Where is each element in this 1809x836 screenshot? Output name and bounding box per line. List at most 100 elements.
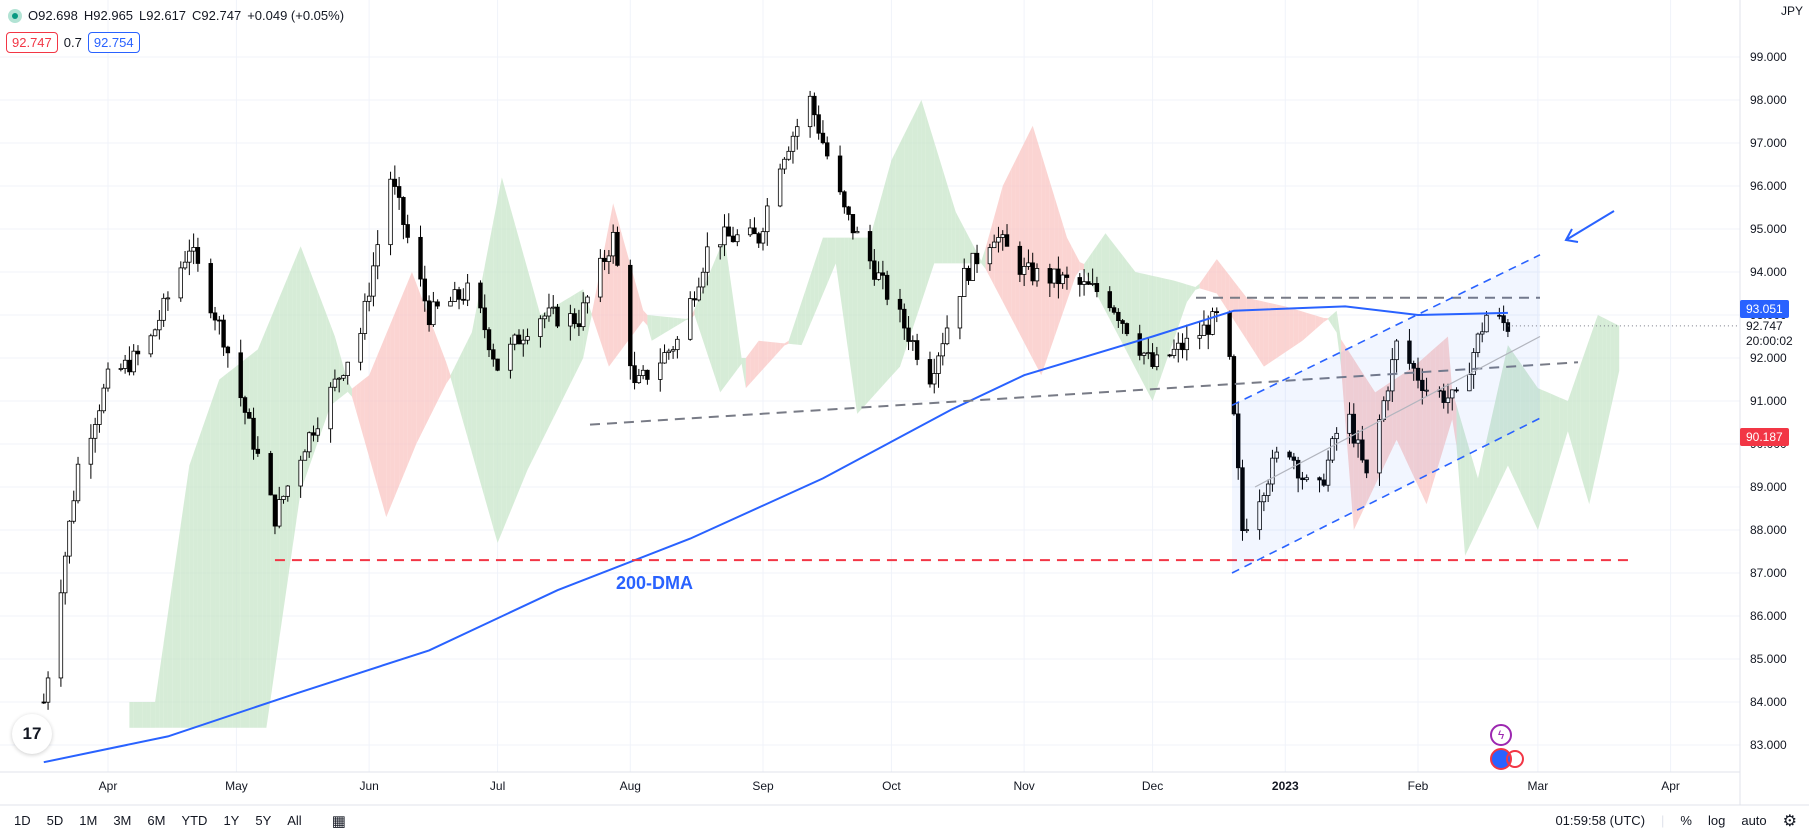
sell-price-button[interactable]: 92.747 xyxy=(6,32,58,53)
price-tick-label: 91.000 xyxy=(1750,394,1787,408)
time-tick-label: Jul xyxy=(490,779,505,793)
cloud-segment xyxy=(1418,359,1423,495)
time-tick-label: May xyxy=(225,779,248,793)
cloud-segment xyxy=(733,297,738,376)
candle-body xyxy=(1347,413,1352,434)
settings-gear-icon[interactable]: ⚙ xyxy=(1782,812,1797,830)
log-toggle[interactable]: log xyxy=(1707,813,1726,828)
cloud-segment xyxy=(1126,260,1132,361)
auto-toggle[interactable]: auto xyxy=(1741,813,1767,828)
cloud-segment xyxy=(1452,391,1457,447)
currency-label[interactable]: JPY xyxy=(1780,4,1803,18)
cloud-segment xyxy=(1413,362,1418,486)
candle-body xyxy=(640,369,646,376)
cloud-segment xyxy=(1036,139,1042,376)
cloud-segment xyxy=(1328,314,1333,326)
candle-body xyxy=(1501,315,1506,324)
cloud-segment xyxy=(1028,125,1033,359)
candle-body xyxy=(1360,439,1365,461)
arrow-icon[interactable] xyxy=(1565,210,1615,241)
candle-body xyxy=(1420,379,1425,391)
event-marker-icon[interactable] xyxy=(1506,750,1524,768)
cloud-segment xyxy=(429,317,434,419)
cloud-segment xyxy=(343,366,348,396)
candle-body xyxy=(598,257,603,298)
candle-body xyxy=(1154,354,1160,367)
cloud-segment xyxy=(814,250,819,315)
calendar-icon[interactable]: ▦ xyxy=(331,812,346,830)
range-button-6m[interactable]: 6M xyxy=(147,813,166,828)
cloud-segment xyxy=(724,237,729,387)
cloud-segment xyxy=(518,238,524,491)
range-button-5d[interactable]: 5D xyxy=(46,813,64,828)
candle-body xyxy=(910,340,916,342)
candle-body xyxy=(940,343,946,357)
range-button-1d[interactable]: 1D xyxy=(14,813,31,828)
range-button-3m[interactable]: 3M xyxy=(113,813,132,828)
candle-body xyxy=(1081,281,1087,285)
clock[interactable]: 01:59:58 (UTC) xyxy=(1555,813,1646,828)
candle-body xyxy=(996,237,1001,243)
price-axis[interactable]: 83.000 84.000 85.000 86.000 87.000 88.000 89.0… xyxy=(1750,50,1787,752)
candle-body xyxy=(465,282,470,301)
cloud-segment xyxy=(1156,276,1162,389)
candle-body xyxy=(825,142,830,157)
cloud-segment xyxy=(655,315,661,339)
cloud-segment xyxy=(531,284,537,462)
range-button-1m[interactable]: 1M xyxy=(79,813,98,828)
dma-200-line[interactable] xyxy=(43,305,1508,764)
cloud-segment xyxy=(720,237,725,393)
candle-body xyxy=(876,272,881,280)
cloud-segment xyxy=(1405,369,1410,468)
candle-body xyxy=(208,263,213,314)
candle-body xyxy=(585,296,590,304)
candle-body xyxy=(1480,331,1485,335)
cloud-segment xyxy=(741,358,746,389)
cloud-segment xyxy=(167,583,173,728)
candle-body xyxy=(1407,340,1412,364)
cloud-segment xyxy=(1602,317,1607,448)
open-value: O92.698 xyxy=(28,8,78,23)
tradingview-logo[interactable]: 17 xyxy=(12,714,52,754)
high-value: H92.965 xyxy=(83,8,134,23)
candle-body xyxy=(962,267,967,297)
candle-body xyxy=(1287,451,1292,458)
percent-toggle[interactable]: % xyxy=(1680,813,1692,828)
cloud-segment xyxy=(673,317,678,328)
lightning-icon[interactable]: ϟ xyxy=(1490,724,1512,746)
cloud-segment xyxy=(283,277,288,610)
candle-body xyxy=(906,327,911,342)
range-button-ytd[interactable]: YTD xyxy=(181,813,208,828)
cloud-segment xyxy=(257,339,263,728)
channel-upper[interactable] xyxy=(1231,254,1541,407)
range-button-all[interactable]: All xyxy=(287,813,302,828)
cloud-segment xyxy=(668,317,674,331)
candle-body xyxy=(974,252,980,265)
candle-body xyxy=(730,235,736,243)
buy-price-button[interactable]: 92.754 xyxy=(87,32,140,53)
range-button-5y[interactable]: 5Y xyxy=(255,813,272,828)
range-button-1y[interactable]: 1Y xyxy=(223,813,240,828)
cloud-segment xyxy=(878,191,883,391)
candle-body xyxy=(576,323,582,328)
candle-body xyxy=(551,306,556,309)
cloud-segment xyxy=(1332,310,1337,333)
cloud-segment xyxy=(523,253,528,481)
rising-trendline[interactable] xyxy=(589,361,1579,426)
time-tick-label: Aug xyxy=(620,779,641,793)
candle-body xyxy=(127,359,132,373)
cloud-segment xyxy=(1144,273,1149,393)
candle-body xyxy=(482,307,487,331)
candle-body xyxy=(884,274,890,300)
channel-lower[interactable] xyxy=(1231,417,1541,574)
cloud-segment xyxy=(822,237,828,295)
cloud-segment xyxy=(1507,345,1513,475)
time-axis[interactable]: Apr May Jun Jul Aug Sep Oct Nov Dec 2023 Feb Mar Apr xyxy=(99,779,1680,793)
candle-body xyxy=(1116,311,1121,321)
candle-body xyxy=(546,307,552,317)
cloud-segment xyxy=(317,291,323,443)
cloud-segment xyxy=(651,315,656,341)
cloud-segment xyxy=(763,341,768,370)
cloud-segment xyxy=(1550,393,1555,488)
